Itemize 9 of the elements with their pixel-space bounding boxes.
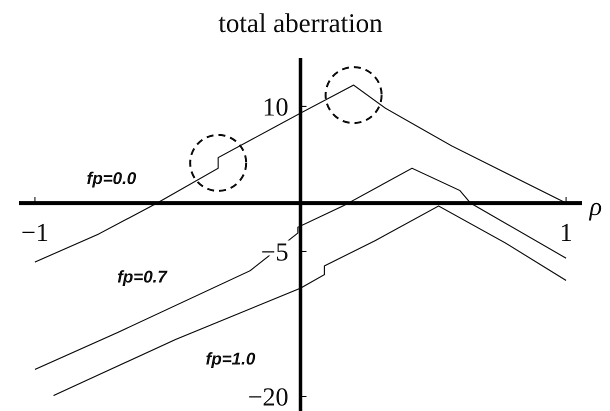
series-label: fp=0.7 xyxy=(117,268,168,287)
series-label: fp=0.0 xyxy=(86,169,137,188)
x-tick-label: −1 xyxy=(21,218,49,248)
x-axis-title: ρ xyxy=(588,192,602,222)
x-tick-label: 1 xyxy=(560,218,573,248)
y-tick-label: −20 xyxy=(248,382,288,411)
chart-title: total aberration xyxy=(218,8,384,38)
y-tick-label: 10 xyxy=(262,92,288,122)
series-label: fp=1.0 xyxy=(206,349,256,368)
